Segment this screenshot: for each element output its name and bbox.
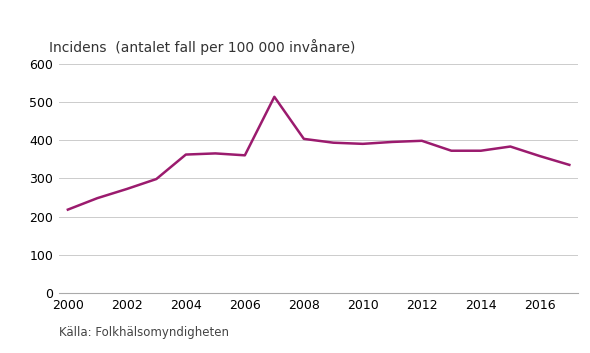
Text: Källa: Folkhälsomyndigheten: Källa: Folkhälsomyndigheten (59, 326, 229, 339)
Text: Incidens  (antalet fall per 100 000 invånare): Incidens (antalet fall per 100 000 invån… (48, 40, 355, 55)
